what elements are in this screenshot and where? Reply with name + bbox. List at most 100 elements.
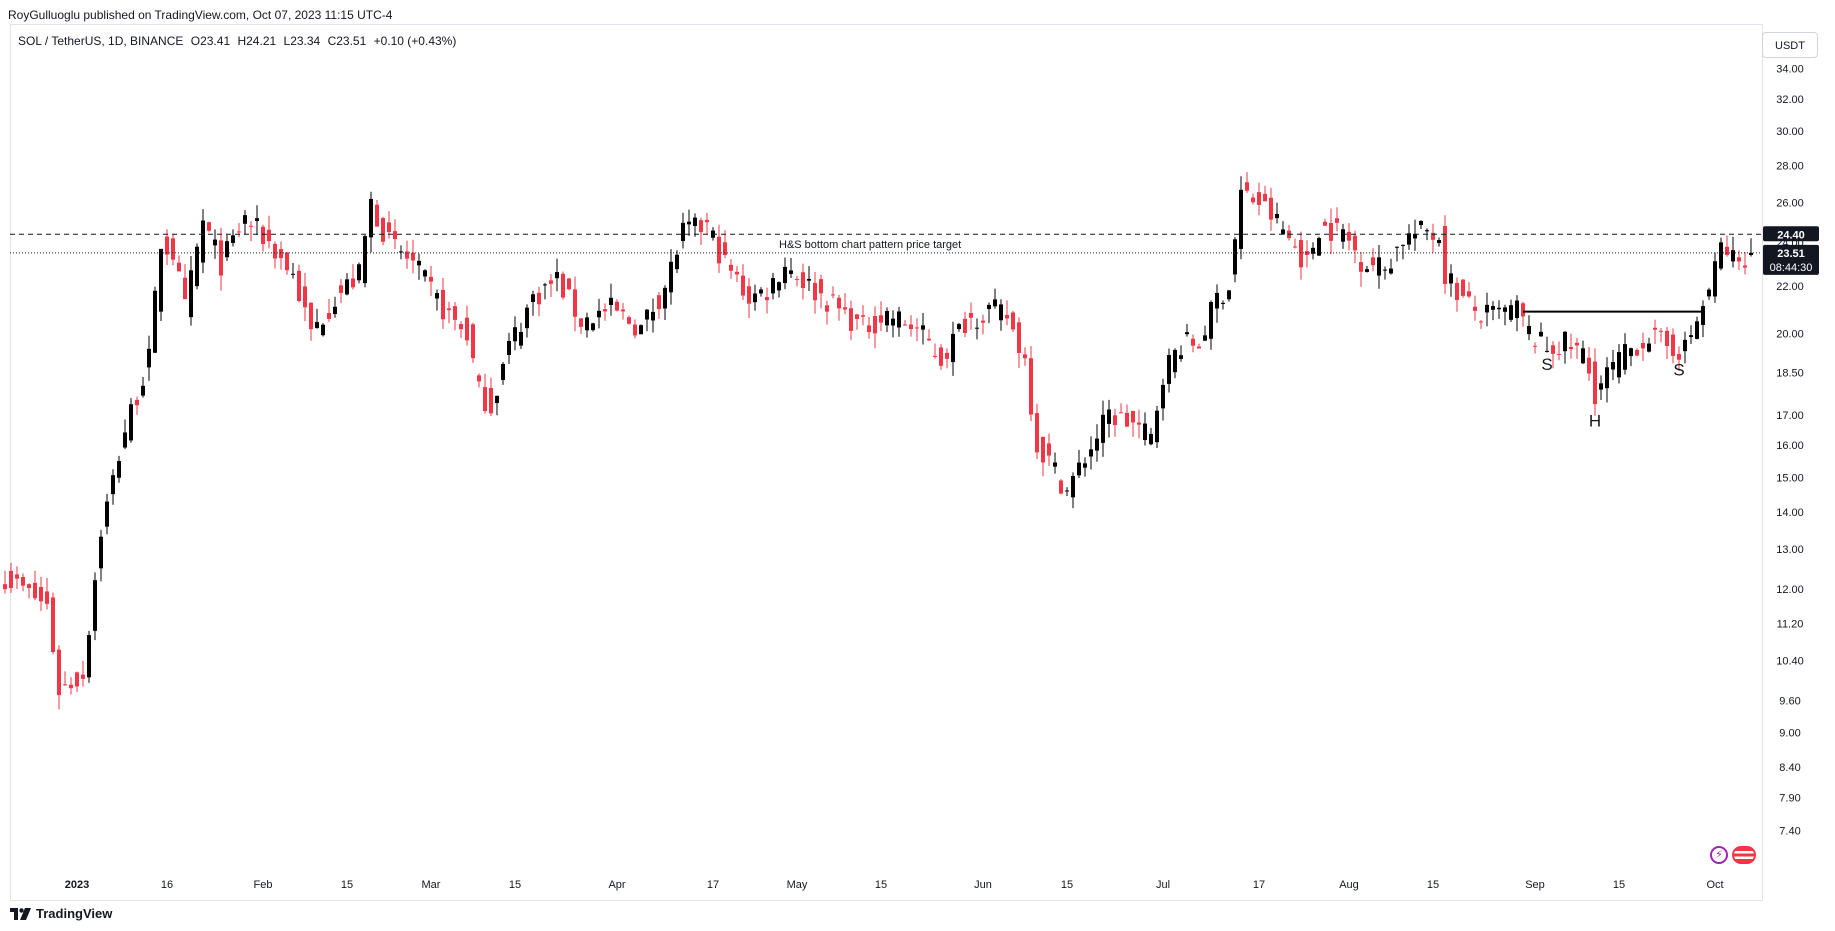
candle-body <box>1023 354 1027 359</box>
candle-body <box>579 318 583 327</box>
candle <box>51 592 55 655</box>
candle <box>1641 332 1645 361</box>
candle-body <box>1725 246 1729 255</box>
candle <box>681 212 685 249</box>
candle <box>405 240 409 269</box>
candle <box>1497 300 1501 319</box>
candle-body <box>1437 240 1441 244</box>
x-tick-label: May <box>787 879 808 891</box>
candle-body <box>495 395 499 403</box>
candle <box>747 278 751 318</box>
candle <box>1569 333 1573 359</box>
candle-body <box>147 348 151 368</box>
candle <box>123 419 127 450</box>
candle <box>1503 304 1507 326</box>
candle-body <box>639 325 643 335</box>
us-flag-icon[interactable] <box>1732 846 1756 864</box>
candle-body <box>1677 353 1681 360</box>
currency-unit-button[interactable]: USDT <box>1762 32 1818 58</box>
candle-body <box>1737 257 1741 262</box>
candle <box>1011 310 1015 333</box>
candle-body <box>261 226 265 245</box>
candle <box>219 227 223 291</box>
candle-body <box>1263 193 1267 202</box>
candle-body <box>1377 257 1381 276</box>
candle-body <box>423 270 427 277</box>
x-tick-label: 15 <box>1061 879 1073 891</box>
candle <box>399 245 403 260</box>
candle <box>615 299 619 312</box>
lightning-icon[interactable]: ⚡ <box>1710 846 1728 864</box>
candle-body <box>1587 357 1591 374</box>
candle-body <box>591 323 595 331</box>
x-tick-label: Sep <box>1525 879 1545 891</box>
candle-body <box>513 327 517 342</box>
candle <box>237 223 241 238</box>
candle <box>1419 220 1423 230</box>
candle-body <box>1071 475 1075 498</box>
candle <box>1329 208 1333 255</box>
candle-body <box>1155 410 1159 443</box>
candle-body <box>51 597 55 653</box>
candle-body <box>1653 327 1657 330</box>
candle-body <box>531 294 535 302</box>
candle <box>465 305 469 346</box>
candle-body <box>1365 269 1369 272</box>
candle-body <box>1041 436 1045 463</box>
candle <box>639 324 643 335</box>
chart-frame <box>10 24 1763 901</box>
candle-body <box>183 277 187 300</box>
candle-body <box>1329 222 1333 241</box>
candle <box>1173 348 1177 379</box>
candle-body <box>1419 220 1423 225</box>
candle-body <box>957 324 961 330</box>
candle <box>585 312 589 338</box>
tradingview-brand[interactable]: TradingView <box>10 906 112 921</box>
candle-body <box>1371 257 1375 266</box>
candle <box>1395 246 1399 262</box>
candle <box>483 373 487 414</box>
candle-body <box>249 225 253 227</box>
candle <box>1611 349 1615 381</box>
candle <box>255 205 259 235</box>
candle-body <box>1317 238 1321 256</box>
candle-body <box>243 215 247 224</box>
candle-body <box>825 305 829 312</box>
candle-body <box>75 672 79 687</box>
candle <box>1311 242 1315 260</box>
candle-body <box>1323 221 1327 226</box>
candle <box>27 583 31 599</box>
candle <box>1053 452 1057 474</box>
candle-body <box>1719 242 1723 269</box>
x-tick-label: 15 <box>1613 879 1625 891</box>
candle-body <box>747 286 751 304</box>
candle-body <box>1035 413 1039 453</box>
candle <box>453 302 457 331</box>
candle <box>1683 331 1687 364</box>
candle-body <box>975 327 979 329</box>
candle-body <box>111 475 115 495</box>
candle-body <box>1533 345 1537 347</box>
legend-low: L23.34 <box>283 34 321 48</box>
candle <box>579 317 583 335</box>
candle <box>1455 277 1459 312</box>
candle <box>651 298 655 333</box>
candle-body <box>1005 314 1009 319</box>
candle <box>669 249 673 305</box>
candle-body <box>1611 362 1615 370</box>
candle-body <box>3 584 7 590</box>
y-tick-label: 15.00 <box>1776 472 1804 484</box>
candle-body <box>615 301 619 311</box>
price-level-tag: 24.40 <box>1763 226 1819 242</box>
candle-body <box>1473 306 1477 311</box>
candle-body <box>1251 197 1255 203</box>
candle-body <box>735 271 739 275</box>
candle-body <box>1221 302 1225 304</box>
candle <box>129 398 133 443</box>
candle <box>1215 284 1219 323</box>
candle <box>591 322 595 332</box>
candle <box>855 313 859 330</box>
price-countdown-label: 08:44:30 <box>1770 262 1813 274</box>
candle-body <box>1257 192 1261 205</box>
